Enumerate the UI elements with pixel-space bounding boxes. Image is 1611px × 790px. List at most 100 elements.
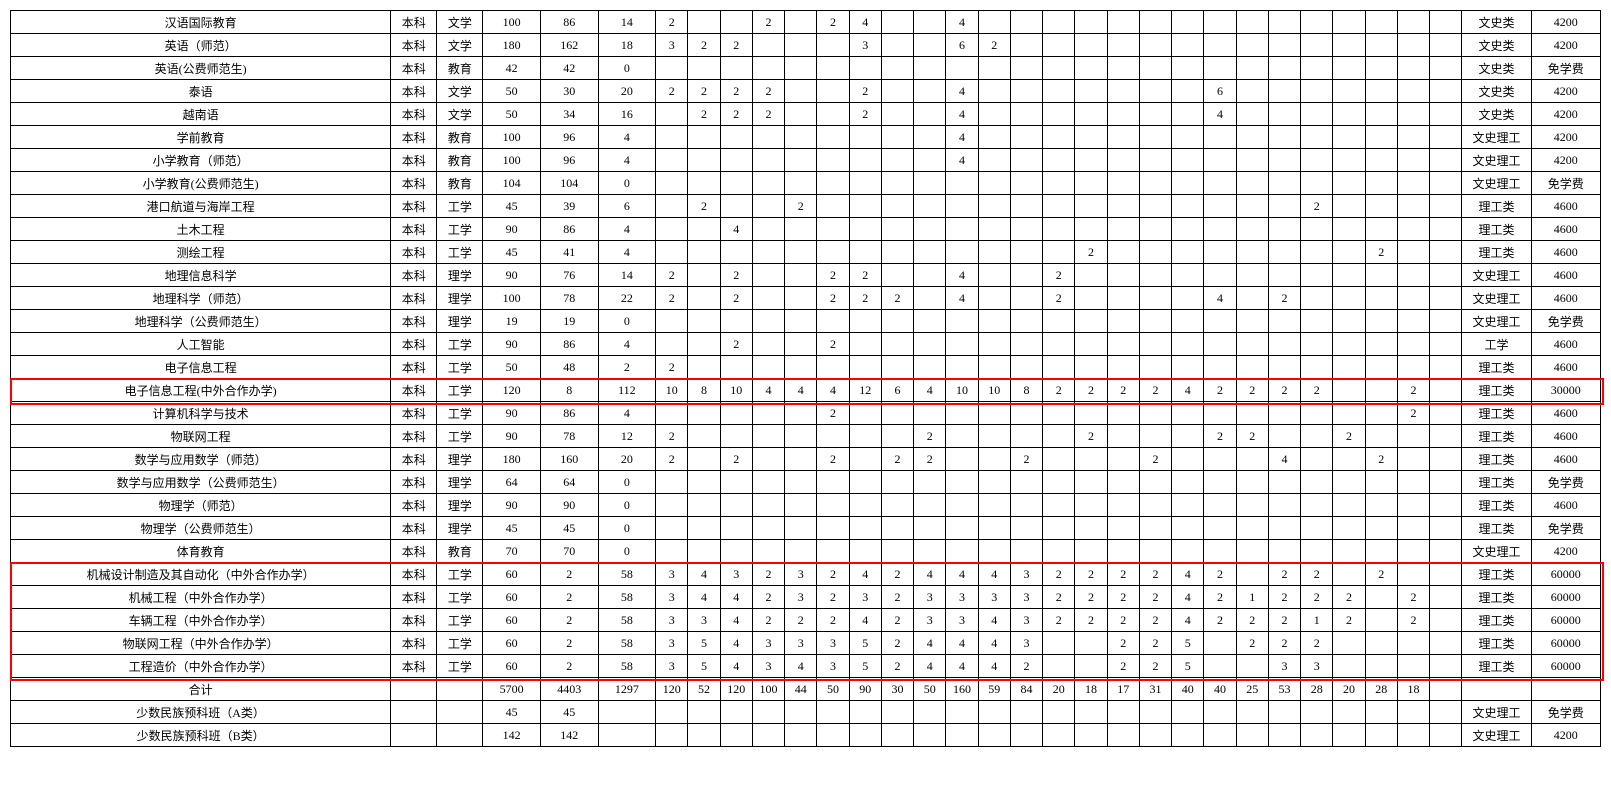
value-cell: 4 [946,149,978,172]
value-cell [1301,356,1333,379]
value-cell [785,80,817,103]
table-row: 小学教育（师范）本科教育1009644文史理工4200 [11,149,1601,172]
value-cell [1010,149,1042,172]
value-cell [1172,11,1204,34]
value-cell: 3 [914,586,946,609]
major-name: 土木工程 [11,218,391,241]
level: 本科 [391,517,437,540]
fee: 4600 [1531,448,1600,471]
value-cell: 12 [598,425,656,448]
value-cell: 2 [914,425,946,448]
value-cell: 10 [720,379,752,402]
value-cell [817,540,849,563]
value-cell: 2 [817,287,849,310]
value-cell: 2 [752,586,784,609]
value-cell [881,517,913,540]
value-cell [914,80,946,103]
value-cell [785,356,817,379]
value-cell: 2 [1204,609,1236,632]
major-name: 机械设计制造及其自动化（中外合作办学） [11,563,391,586]
stream-type: 文史类 [1462,80,1531,103]
value-cell: 2 [1268,563,1300,586]
value-cell: 3 [1010,563,1042,586]
stream-type: 文史理工 [1462,701,1531,724]
value-cell [1365,264,1397,287]
value-cell [1397,126,1429,149]
value-cell: 2 [1107,655,1139,678]
level: 本科 [391,425,437,448]
value-cell [785,57,817,80]
value-cell [1333,402,1365,425]
value-cell: 4 [946,103,978,126]
stream-type: 理工类 [1462,218,1531,241]
table-row: 少数民族预科班（A类）4545文史理工免学费 [11,701,1601,724]
category: 工学 [437,655,483,678]
value-cell: 1 [1236,586,1268,609]
table-row: 电子信息工程(中外合作办学)本科工学1208112108104441264101… [11,379,1601,402]
value-cell [946,448,978,471]
value-cell [1107,103,1139,126]
value-cell: 4 [849,609,881,632]
value-cell: 58 [598,563,656,586]
stream-type: 理工类 [1462,448,1531,471]
value-cell [1043,195,1075,218]
value-cell [1236,356,1268,379]
value-cell [978,517,1010,540]
value-cell: 4 [598,241,656,264]
value-cell: 5 [688,655,720,678]
value-cell [1365,172,1397,195]
value-cell [1139,540,1171,563]
level: 本科 [391,218,437,241]
value-cell [1365,724,1397,747]
value-cell [1010,540,1042,563]
value-cell [1107,149,1139,172]
value-cell [914,701,946,724]
value-cell: 4 [1268,448,1300,471]
value-cell [849,57,881,80]
value-cell [1397,241,1429,264]
value-cell [946,57,978,80]
value-cell [1107,241,1139,264]
value-cell [1043,448,1075,471]
value-cell [720,241,752,264]
value-cell [1204,632,1236,655]
value-cell [1430,333,1462,356]
value-cell: 58 [598,586,656,609]
value-cell: 12 [849,379,881,402]
value-cell [978,425,1010,448]
value-cell: 34 [540,103,598,126]
value-cell: 2 [1268,287,1300,310]
table-row: 机械设计制造及其自动化（中外合作办学）本科工学60258343232424443… [11,563,1601,586]
value-cell: 45 [483,241,541,264]
table-row: 人工智能本科工学9086422工学4600 [11,333,1601,356]
value-cell [1010,195,1042,218]
value-cell [1139,724,1171,747]
major-name: 电子信息工程 [11,356,391,379]
value-cell [1365,471,1397,494]
value-cell [1333,540,1365,563]
value-cell: 20 [1043,678,1075,701]
value-cell [720,494,752,517]
value-cell: 19 [483,310,541,333]
value-cell [1010,310,1042,333]
level: 本科 [391,609,437,632]
fee: 4600 [1531,218,1600,241]
value-cell [1333,218,1365,241]
table-row: 计算机科学与技术本科工学9086422理工类4600 [11,402,1601,425]
value-cell [688,57,720,80]
value-cell [1430,379,1462,402]
value-cell [817,241,849,264]
value-cell [785,126,817,149]
value-cell [1268,218,1300,241]
value-cell [1010,34,1042,57]
value-cell [688,494,720,517]
fee: 4600 [1531,425,1600,448]
category: 工学 [437,609,483,632]
major-name: 数学与应用数学（师范） [11,448,391,471]
value-cell [849,701,881,724]
major-name: 合计 [11,678,391,701]
value-cell [849,448,881,471]
value-cell [817,701,849,724]
fee: 4200 [1531,149,1600,172]
value-cell: 3 [914,609,946,632]
